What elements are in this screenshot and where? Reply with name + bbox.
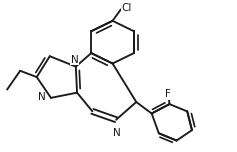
Text: N: N [71, 55, 78, 65]
Text: F: F [165, 89, 171, 99]
Text: Cl: Cl [122, 3, 132, 13]
Text: N: N [38, 92, 46, 102]
Text: N: N [113, 128, 121, 138]
